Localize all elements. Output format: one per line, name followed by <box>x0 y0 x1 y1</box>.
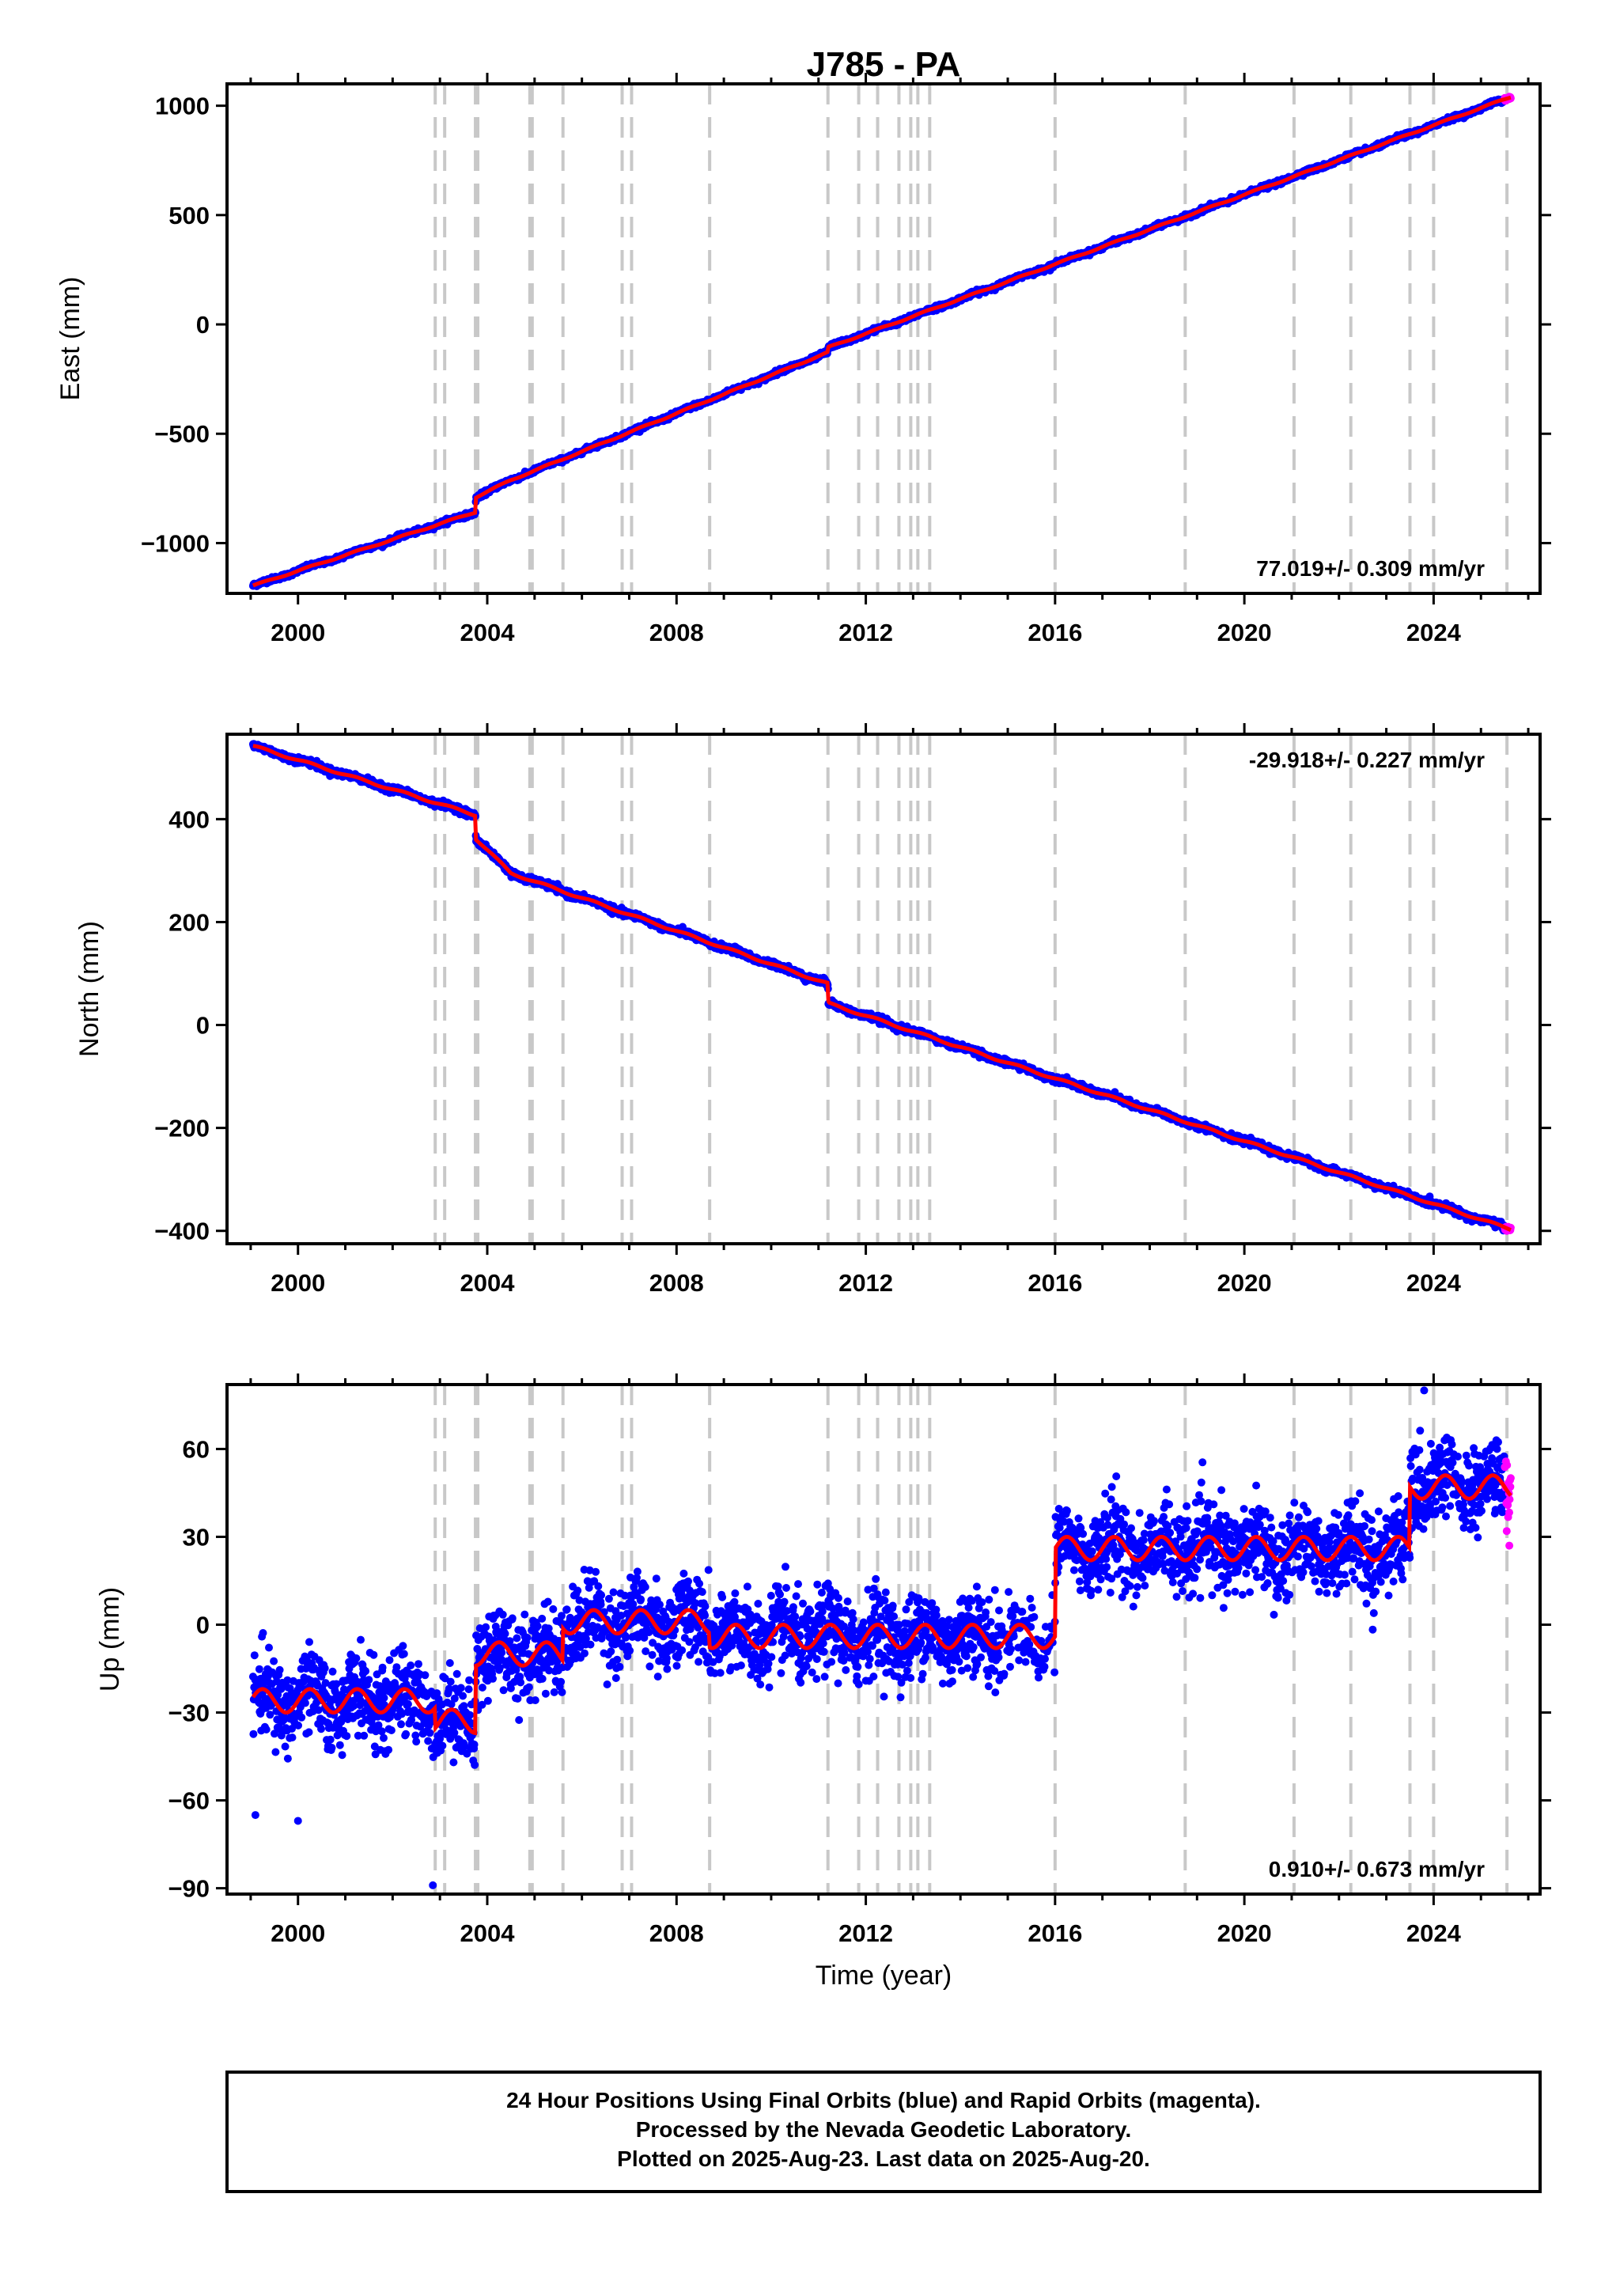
x-tick-label: 2000 <box>271 619 325 646</box>
x-tick-label: 2008 <box>649 619 704 646</box>
y-tick-label: 500 <box>168 202 210 229</box>
x-tick-label: 2012 <box>838 619 893 646</box>
y-tick-label: 1000 <box>155 93 210 120</box>
x-tick-label: 2016 <box>1028 619 1082 646</box>
plot-frame <box>225 82 1542 595</box>
model-line <box>252 95 1512 588</box>
velocity-label: 77.019+/- 0.309 mm/yr <box>1256 556 1485 581</box>
y-tick-label: 0 <box>196 311 210 339</box>
x-tick-label: 2004 <box>460 619 516 646</box>
y-tick-label: −1000 <box>141 529 210 557</box>
figure-title: J785 - PA <box>807 45 961 84</box>
y-tick-label: −500 <box>154 420 210 448</box>
y-axis-label: East (mm) <box>55 277 85 401</box>
east-panel: −1000 −500 0 500 1000 2000 2004 2008 2012 2016 202… <box>55 73 1551 646</box>
x-tick-label: 2024 <box>1406 619 1462 646</box>
x-tick-label: 2020 <box>1217 619 1272 646</box>
event-lines <box>433 84 1509 593</box>
